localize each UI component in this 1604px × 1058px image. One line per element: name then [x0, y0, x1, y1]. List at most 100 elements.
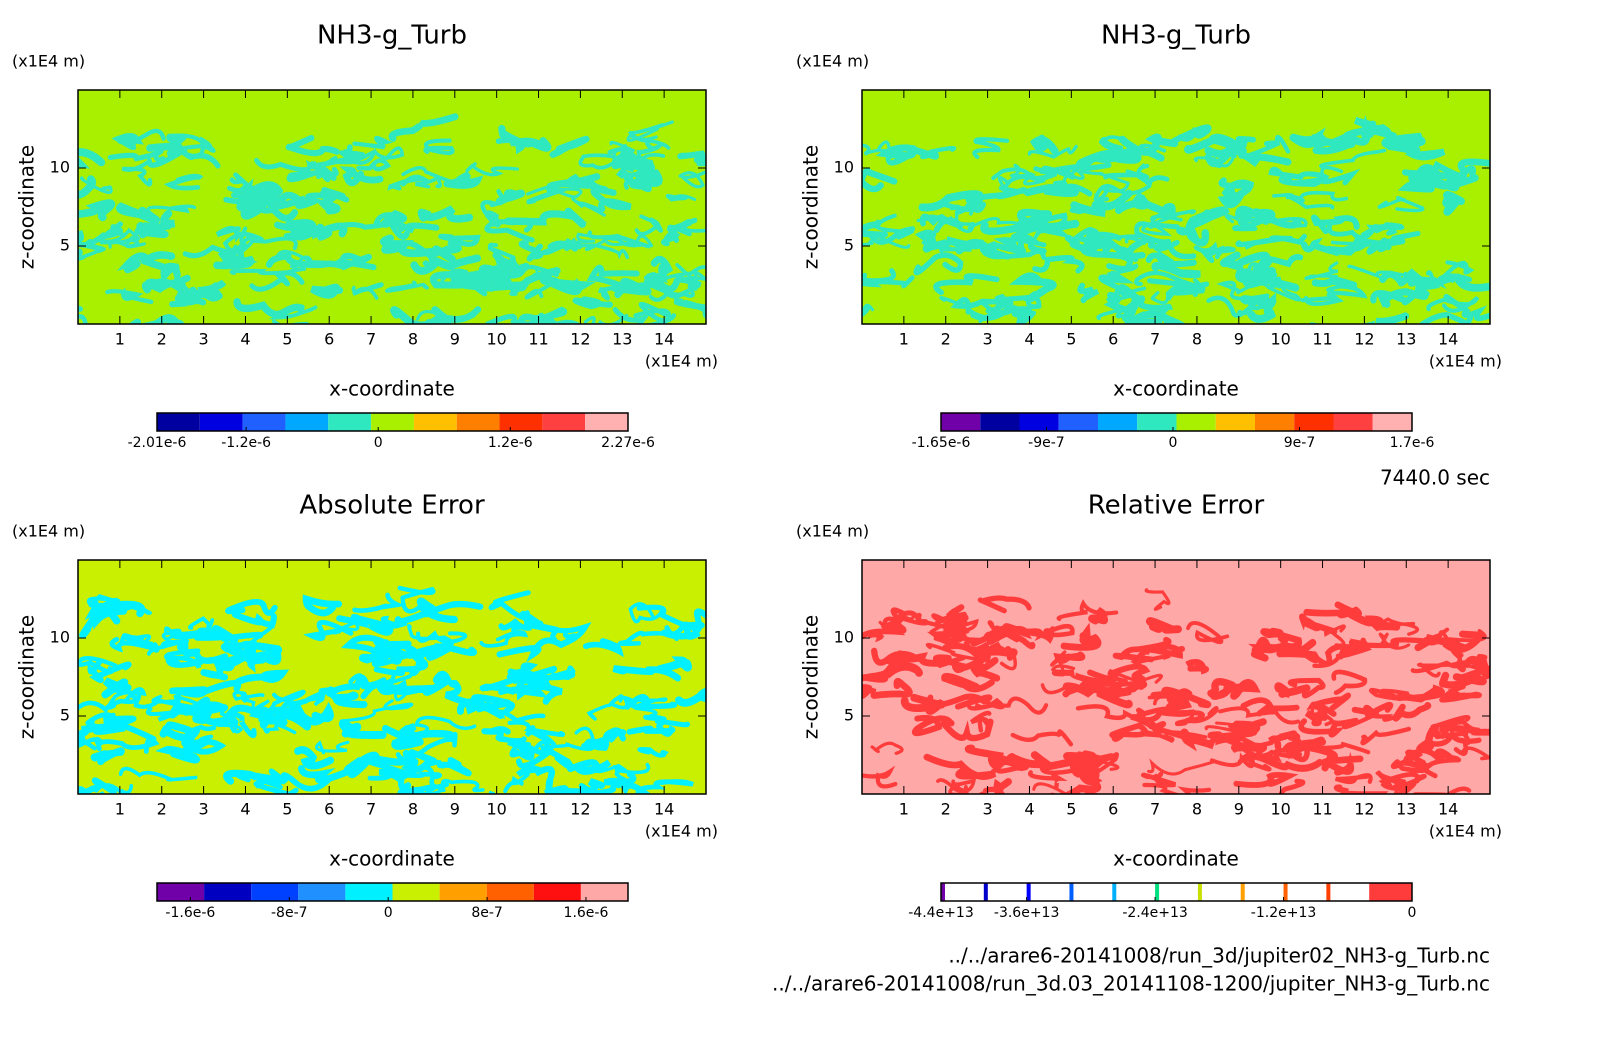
field-contour — [466, 701, 515, 719]
field-contour — [294, 746, 335, 770]
x-unit: (x1E4 m) — [1429, 352, 1502, 371]
colorbar-segment — [328, 413, 372, 431]
field-contour — [86, 720, 157, 742]
colorbar-line — [1155, 883, 1160, 901]
x-tick-label: 6 — [1108, 800, 1118, 819]
field-contour — [395, 731, 458, 762]
plot-frame — [77, 89, 707, 325]
colorbar-segment — [204, 883, 252, 901]
field-contour — [436, 757, 472, 777]
field-contour — [192, 711, 231, 727]
field-contour — [1334, 773, 1373, 785]
colorbar-segment — [199, 413, 243, 431]
field-contour — [78, 777, 117, 794]
y-unit: (x1E4 m) — [796, 52, 869, 71]
field-contour — [1347, 610, 1401, 632]
field-contour — [1107, 668, 1146, 684]
field-contour — [1312, 133, 1352, 155]
field-contour — [285, 134, 340, 157]
field-contour — [603, 771, 652, 794]
field-contour — [657, 656, 692, 674]
x-tick-label: 5 — [282, 800, 292, 819]
field-contour — [1289, 127, 1326, 148]
field-contour — [169, 680, 241, 698]
colorbar-segment — [1215, 413, 1255, 431]
field-contour — [415, 174, 442, 189]
field-contour — [485, 313, 539, 324]
field-contour — [1276, 638, 1320, 664]
colorbar-segment — [1326, 883, 1370, 901]
colorbar-tick-label: 2.27e-6 — [601, 435, 655, 451]
field-contour — [1434, 731, 1471, 756]
field-contour — [146, 148, 221, 169]
x-tick-label: 9 — [450, 330, 460, 349]
field-contour — [1306, 692, 1352, 717]
colorbar-tick-label: -2.4e+13 — [1122, 905, 1187, 921]
x-tick-label: 8 — [408, 800, 418, 819]
field-contour — [297, 758, 371, 784]
field-contour — [1380, 777, 1417, 794]
field-contour — [883, 660, 923, 679]
field-contour — [677, 150, 706, 167]
field-contour — [498, 124, 552, 152]
field-contour — [870, 677, 913, 699]
field-contour — [911, 714, 955, 737]
field-contour — [268, 768, 332, 792]
field-contour — [549, 135, 590, 158]
field-contour — [182, 696, 228, 716]
field-contour — [308, 255, 363, 268]
field-contour — [913, 252, 964, 276]
field-contour — [1206, 295, 1257, 318]
field-contour — [487, 242, 516, 264]
field-contour — [303, 619, 354, 642]
field-contour — [1069, 196, 1110, 215]
field-contour — [1151, 261, 1201, 279]
field-contour — [495, 189, 526, 206]
field-contour — [1220, 251, 1244, 271]
x-tick-label: 1 — [899, 330, 909, 349]
x-tick-label: 11 — [1312, 330, 1332, 349]
field-contour — [159, 721, 201, 742]
field-contour — [1147, 721, 1187, 740]
colorbar-segment — [157, 883, 205, 901]
field-contour — [547, 237, 578, 252]
colorbar-segment — [456, 413, 500, 431]
field-contour — [262, 195, 318, 222]
field-contour — [1308, 312, 1410, 324]
field-contour — [1381, 132, 1426, 149]
field-contour — [1051, 669, 1114, 687]
x-tick-label: 7 — [366, 800, 376, 819]
field-contour — [1207, 677, 1236, 700]
x-tick-label: 7 — [366, 330, 376, 349]
field-contour — [1145, 617, 1182, 634]
field-contour — [978, 786, 1006, 794]
x-tick-label: 9 — [1234, 330, 1244, 349]
field-contour — [292, 701, 334, 726]
field-contour — [997, 175, 1031, 195]
field-contour — [286, 166, 337, 183]
field-contour — [1248, 636, 1299, 654]
field-contour — [1331, 669, 1368, 696]
field-contour — [194, 631, 264, 642]
field-contour — [223, 769, 294, 787]
x-tick-label: 14 — [1438, 800, 1458, 819]
y-tick-label: 10 — [50, 158, 70, 177]
x-tick-label: 8 — [408, 330, 418, 349]
field-contour — [678, 170, 706, 189]
plot-frame — [861, 89, 1491, 325]
colorbar-segment — [1369, 883, 1412, 901]
colorbar-frame — [156, 412, 629, 432]
field-contour — [972, 137, 1010, 159]
x-tick-label: 2 — [157, 800, 167, 819]
colorbar-tick-label: -1.2e+13 — [1251, 905, 1316, 921]
colorbar-segment — [157, 413, 200, 431]
field-contour — [1081, 138, 1124, 165]
field-contour — [1287, 677, 1326, 699]
x-tick-label: 10 — [1270, 800, 1290, 819]
field-contour — [107, 146, 166, 163]
field-contour — [1023, 623, 1075, 642]
x-tick-label: 10 — [1270, 330, 1290, 349]
field-contour — [1240, 295, 1277, 323]
field-contour — [187, 616, 215, 632]
field-contour — [660, 621, 701, 640]
